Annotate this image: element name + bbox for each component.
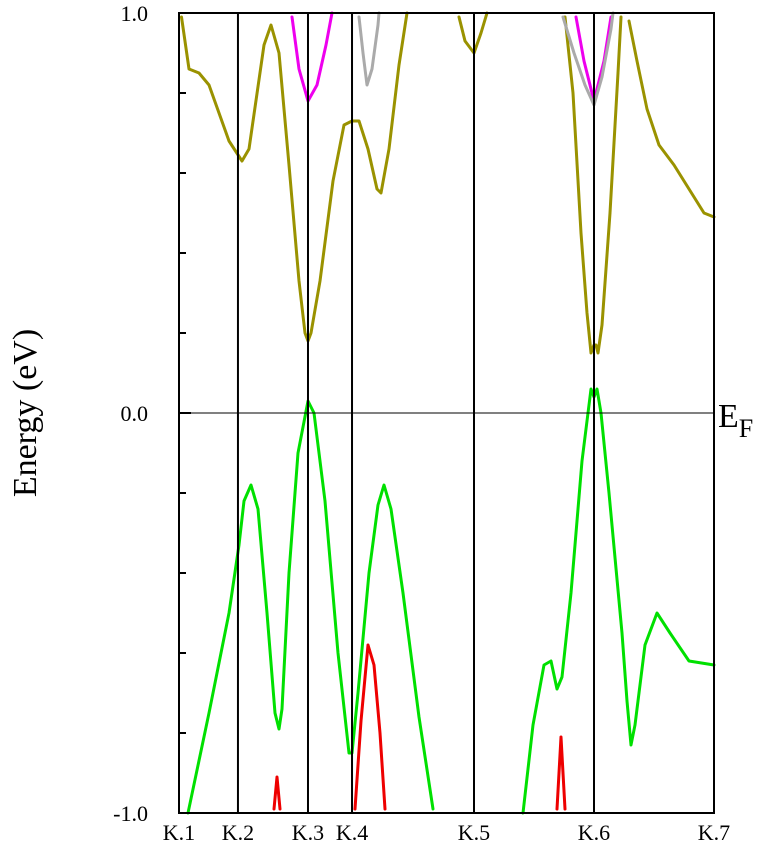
plot-frame [178, 12, 715, 814]
kpoint-lines [236, 13, 595, 813]
y-tick-label-3: 1.0 [121, 1, 149, 26]
fermi-level-subscript: F [739, 414, 753, 443]
x-tick-label-6: K.6 [578, 820, 610, 844]
x-tick-label-2: K.2 [222, 820, 254, 844]
y-axis-title: Energy (eV) [7, 329, 44, 497]
band-red-12 [353, 643, 387, 811]
fermi-level: EF [179, 398, 753, 443]
band-olive-1 [180, 11, 409, 343]
y-tick-label-2: 0.0 [121, 401, 149, 426]
x-tick-label-1: K.1 [163, 820, 195, 844]
band-gray-7 [357, 11, 381, 87]
band-green-9 [186, 399, 435, 815]
band-olive-4 [627, 19, 716, 219]
band-red-11 [272, 775, 282, 811]
x-tick-label-5: K.5 [458, 820, 490, 844]
band-magenta-5 [290, 11, 334, 103]
x-tick-label-7: K.7 [698, 820, 730, 844]
x-tick-label-3: K.3 [292, 820, 324, 844]
fermi-level-label: EF [718, 398, 753, 443]
x-tick-label-4: K.4 [336, 820, 368, 844]
band-red-13 [555, 735, 567, 811]
y-tick-label-1: -1.0 [113, 801, 148, 826]
tick-labels: K.1 K.2 K.3 K.4 K.5 K.6 K.7 -1.0 0.0 1.0 [113, 1, 730, 845]
band-green-10 [521, 387, 716, 815]
y-ticks [179, 12, 191, 814]
band-olive-3 [563, 15, 623, 355]
